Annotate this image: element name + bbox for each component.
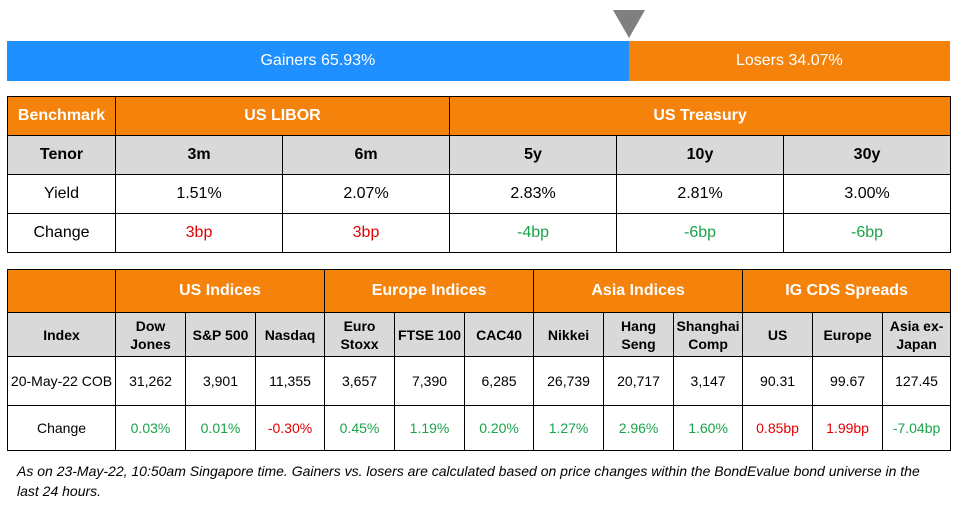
index-change-cell: 0.20% <box>464 405 535 451</box>
index-value-cell: 20,717 <box>603 356 675 406</box>
index-change-cell: -0.30% <box>254 405 326 451</box>
us-indices-header: US Indices <box>114 269 326 313</box>
benchmark-header: Benchmark <box>7 96 116 136</box>
index-name-cell: FTSE 100 <box>394 312 466 357</box>
triangle-down-icon <box>613 10 645 38</box>
index-change-cell: 1.27% <box>533 405 605 451</box>
tenor-cell: 30y <box>783 135 952 175</box>
gainers-losers-bar: Gainers 65.93% Losers 34.07% <box>7 41 950 81</box>
index-value-cell: 7,390 <box>394 356 466 406</box>
index-label: Index <box>7 312 116 357</box>
us-libor-header: US LIBOR <box>114 96 451 136</box>
indices-table: US Indices Europe Indices Asia Indices I… <box>7 269 952 451</box>
index-change-cell: 0.03% <box>115 405 186 451</box>
date-label: 20-May-22 COB <box>7 356 116 406</box>
change-cell: -6bp <box>616 213 785 253</box>
change-cell: 3bp <box>115 213 283 253</box>
index-name-cell: Hang Seng <box>603 312 675 357</box>
tenor-cell: 10y <box>616 135 785 175</box>
index-name-cell: Nasdaq <box>254 312 326 357</box>
index-value-cell: 26,739 <box>533 356 605 406</box>
index-name-cell: Dow Jones <box>115 312 186 357</box>
index-value-cell: 11,355 <box>254 356 326 406</box>
index-change-row: Change 0.03% 0.01% -0.30% 0.45% 1.19% 0.… <box>7 405 952 451</box>
rates-header-row: Benchmark US LIBOR US Treasury <box>7 96 952 136</box>
index-name-cell: Shanghai Comp <box>673 312 744 357</box>
index-value-cell: 3,901 <box>185 356 256 406</box>
index-value-cell: 3,147 <box>673 356 744 406</box>
index-change-cell: 0.85bp <box>742 405 814 451</box>
index-name-cell: Asia ex-Japan <box>882 312 952 357</box>
yield-label: Yield <box>7 174 116 214</box>
index-name-row: Index Dow Jones S&P 500 Nasdaq Euro Stox… <box>7 312 952 357</box>
index-change-cell: 1.19% <box>394 405 466 451</box>
change-cell: -4bp <box>449 213 618 253</box>
index-change-cell: 2.96% <box>603 405 675 451</box>
yield-row: Yield 1.51% 2.07% 2.83% 2.81% 3.00% <box>7 174 952 214</box>
asia-indices-header: Asia Indices <box>533 269 744 313</box>
change-label: Change <box>7 405 116 451</box>
index-value-cell: 127.45 <box>882 356 952 406</box>
yield-cell: 1.51% <box>115 174 283 214</box>
yield-cell: 2.83% <box>449 174 618 214</box>
index-change-cell: 0.01% <box>185 405 256 451</box>
tenor-row: Tenor 3m 6m 5y 10y 30y <box>7 135 952 175</box>
yield-cell: 2.07% <box>281 174 451 214</box>
losers-segment: Losers 34.07% <box>628 41 950 81</box>
rates-change-row: Change 3bp 3bp -4bp -6bp -6bp <box>7 213 952 253</box>
tenor-cell: 3m <box>115 135 283 175</box>
index-change-cell: -7.04bp <box>882 405 952 451</box>
us-treasury-header: US Treasury <box>449 96 952 136</box>
index-value-cell: 3,657 <box>324 356 396 406</box>
index-name-cell: Nikkei <box>533 312 605 357</box>
change-cell: 3bp <box>281 213 451 253</box>
tenor-cell: 6m <box>281 135 451 175</box>
yield-cell: 3.00% <box>783 174 952 214</box>
index-name-cell: CAC40 <box>464 312 535 357</box>
index-value-cell: 99.67 <box>812 356 884 406</box>
index-value-row: 20-May-22 COB 31,262 3,901 11,355 3,657 … <box>7 356 952 406</box>
index-value-cell: 6,285 <box>464 356 535 406</box>
ig-cds-spreads-header: IG CDS Spreads <box>742 269 952 313</box>
index-change-cell: 0.45% <box>324 405 396 451</box>
tenor-cell: 5y <box>449 135 618 175</box>
change-cell: -6bp <box>783 213 952 253</box>
rates-table: Benchmark US LIBOR US Treasury Tenor 3m … <box>7 96 952 253</box>
index-name-cell: Euro Stoxx <box>324 312 396 357</box>
index-name-cell: S&P 500 <box>185 312 256 357</box>
index-change-cell: 1.99bp <box>812 405 884 451</box>
index-value-cell: 90.31 <box>742 356 814 406</box>
change-label: Change <box>7 213 116 253</box>
europe-indices-header: Europe Indices <box>324 269 535 313</box>
indices-header-row: US Indices Europe Indices Asia Indices I… <box>7 269 952 313</box>
index-change-cell: 1.60% <box>673 405 744 451</box>
footnote: As on 23-May-22, 10:50am Singapore time.… <box>17 463 920 499</box>
gainers-segment: Gainers 65.93% <box>7 41 629 81</box>
blank-header-cell <box>7 269 116 313</box>
tenor-label: Tenor <box>7 135 116 175</box>
index-name-cell: US <box>742 312 814 357</box>
index-name-cell: Europe <box>812 312 884 357</box>
yield-cell: 2.81% <box>616 174 785 214</box>
index-value-cell: 31,262 <box>115 356 186 406</box>
